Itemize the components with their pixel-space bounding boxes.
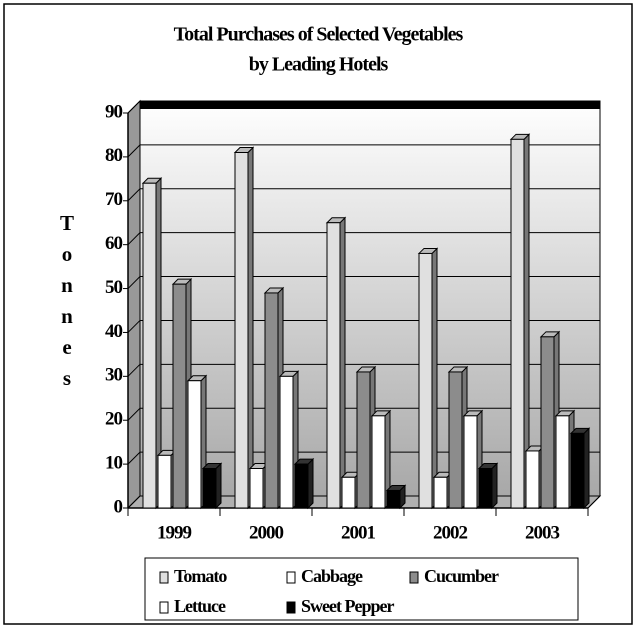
bar — [418, 252, 433, 509]
bar-side — [491, 462, 498, 510]
chart-title: Total Purchases of Selected Vegetables — [174, 24, 464, 46]
bar — [510, 138, 525, 509]
bar — [234, 152, 249, 509]
x-tick-label: 2001 — [341, 522, 376, 543]
legend-label: Cabbage — [301, 566, 363, 586]
y-tick-label: 80 — [105, 145, 123, 166]
legend-swatch — [159, 571, 169, 584]
bar — [279, 375, 294, 509]
wall-top — [140, 101, 600, 109]
legend-box — [144, 557, 579, 621]
side-wall — [127, 99, 141, 510]
grid-line — [127, 144, 600, 158]
legend-label: Lettuce — [174, 596, 226, 616]
legend-swatch — [409, 571, 419, 584]
bar — [448, 371, 463, 509]
y-tick-label: 90 — [105, 101, 123, 122]
y-tick-label: 0 — [114, 496, 123, 517]
bar — [540, 336, 555, 509]
bar — [341, 476, 356, 509]
bar — [249, 468, 264, 509]
floor-edge — [587, 495, 601, 509]
bar — [525, 450, 540, 509]
y-tick-label: 20 — [105, 409, 123, 430]
x-tick-label: 1999 — [157, 522, 192, 543]
bar — [202, 468, 217, 509]
chart-title: by Leading Hotels — [249, 54, 389, 76]
bar-side — [247, 146, 254, 510]
bar — [356, 371, 371, 509]
bar — [264, 292, 279, 509]
bar — [463, 415, 478, 509]
grid-line — [127, 363, 600, 377]
bar — [172, 283, 187, 509]
y-tick-label: 40 — [105, 321, 123, 342]
grid-line — [127, 100, 600, 114]
bar — [294, 463, 309, 509]
bar — [478, 468, 493, 509]
y-tick-label: 60 — [105, 233, 123, 254]
legend-label: Tomato — [174, 566, 227, 586]
legend-swatch — [159, 601, 169, 614]
y-tick-label: 50 — [105, 277, 123, 298]
bar-side — [431, 247, 438, 510]
bar — [142, 182, 157, 509]
grid-line — [127, 407, 600, 421]
bar — [386, 489, 401, 509]
grid-line — [127, 451, 600, 465]
y-tick-label: 30 — [105, 365, 123, 386]
bar — [326, 222, 341, 509]
grid-line — [127, 232, 600, 246]
grid-line — [127, 319, 600, 333]
y-tick-label: 10 — [105, 452, 123, 473]
bar-side — [339, 216, 346, 510]
bar — [371, 415, 386, 509]
y-tick-label: 70 — [105, 189, 123, 210]
bar — [187, 380, 202, 509]
bar — [433, 476, 448, 509]
bar-side — [583, 427, 590, 510]
bar — [570, 432, 585, 509]
legend-label: Cucumber — [424, 566, 499, 586]
bar — [157, 454, 172, 509]
bar — [555, 415, 570, 509]
chart-border — [3, 3, 633, 625]
y-axis-label: Tonnes — [60, 211, 75, 390]
bar-side — [307, 457, 314, 510]
grid-line — [127, 276, 600, 289]
x-tick-label: 2002 — [433, 522, 468, 543]
grid-line — [127, 188, 600, 202]
legend-swatch — [286, 571, 296, 584]
x-tick-label: 2000 — [249, 522, 284, 543]
x-tick-label: 2003 — [525, 522, 560, 543]
legend-label: Sweet Pepper — [301, 596, 394, 616]
legend-swatch — [286, 601, 296, 614]
bar-side — [215, 462, 222, 510]
